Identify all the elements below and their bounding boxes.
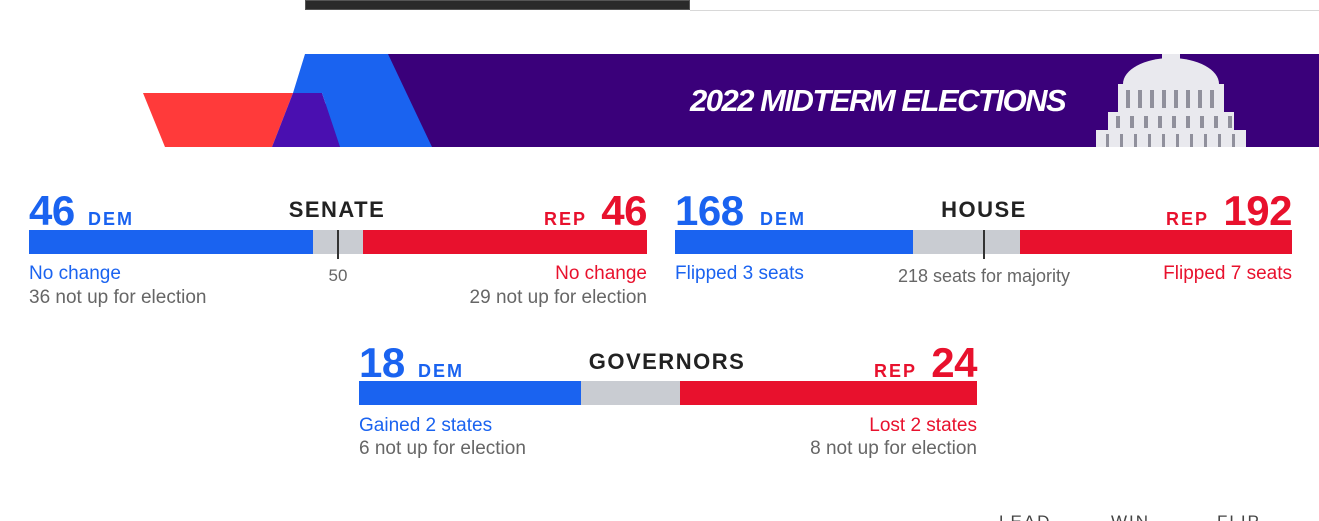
governors-rep-segment	[680, 381, 977, 405]
senate-rep-not-up: 29 not up for election	[469, 287, 647, 308]
governors-seat-bar	[359, 381, 977, 405]
governors-title: GOVERNORS	[588, 349, 746, 374]
legend-win-label: WIN	[1111, 512, 1150, 521]
senate-majority-tick	[337, 230, 339, 259]
house-majority-label: 218 seats for majority	[897, 266, 1071, 286]
legend-lead-label: LEAD	[999, 512, 1051, 521]
senate-rep-segment	[363, 230, 647, 254]
article-image-partial	[305, 0, 690, 10]
house-dem-count: 168	[675, 187, 744, 234]
house-rep-segment	[1020, 230, 1292, 254]
senate-title: SENATE	[288, 197, 386, 222]
governors-dem-count: 18	[359, 339, 405, 386]
banner-blue-stripe	[293, 54, 432, 147]
banner-graphic	[143, 54, 1319, 147]
legend-flip-label: FLIP	[1217, 512, 1261, 521]
governors-rep-not-up: 8 not up for election	[810, 438, 977, 459]
governors-summary[interactable]: 18 DEM GOVERNORS REP 24 Gained 2 states …	[359, 342, 977, 462]
house-rep-count: 192	[1223, 187, 1292, 234]
house-rep-label: REP	[1165, 209, 1209, 229]
house-dem-segment	[675, 230, 913, 254]
governors-rep-count: 24	[931, 339, 977, 386]
senate-dem-count: 46	[29, 187, 75, 234]
banner-overlap-stripe	[272, 93, 340, 147]
house-dem-label: DEM	[760, 209, 806, 229]
house-title: HOUSE	[941, 197, 1027, 222]
senate-rep-status: No change	[555, 263, 647, 284]
house-rep-status: Flipped 7 seats	[1163, 263, 1292, 284]
governors-dem-segment	[359, 381, 581, 405]
house-majority-tick	[983, 230, 985, 259]
banner-red-stripe	[143, 93, 293, 147]
house-dem-status: Flipped 3 seats	[675, 263, 804, 284]
house-seat-bar	[675, 230, 1292, 259]
house-summary[interactable]: 168 DEM HOUSE REP 192 Flipped 3 seats 21…	[675, 190, 1292, 290]
senate-dem-status: No change	[29, 263, 121, 284]
senate-summary[interactable]: 46 DEM SENATE REP 46 No change 50 No cha…	[29, 190, 647, 310]
senate-majority-label: 50	[328, 266, 348, 285]
governors-dem-label: DEM	[418, 361, 464, 381]
senate-dem-not-up: 36 not up for election	[29, 287, 207, 308]
governors-dem-status: Gained 2 states	[359, 415, 493, 436]
midterm-elections-banner[interactable]: 2022 MIDTERM ELECTIONS	[0, 54, 1319, 147]
senate-rep-label: REP	[543, 209, 587, 229]
governors-uncalled-segment	[581, 381, 680, 405]
senate-rep-count: 46	[601, 187, 647, 234]
governors-rep-status: Lost 2 states	[869, 415, 977, 436]
house-uncalled-segment	[913, 230, 1020, 254]
banner-title: 2022 MIDTERM ELECTIONS	[690, 83, 1067, 118]
governors-dem-not-up: 6 not up for election	[359, 438, 526, 459]
senate-dem-segment	[29, 230, 313, 254]
top-divider	[690, 10, 1319, 11]
governors-rep-label: REP	[873, 361, 917, 381]
senate-dem-label: DEM	[88, 209, 134, 229]
senate-seat-bar	[29, 230, 647, 259]
banner-purple-band	[272, 54, 1319, 147]
